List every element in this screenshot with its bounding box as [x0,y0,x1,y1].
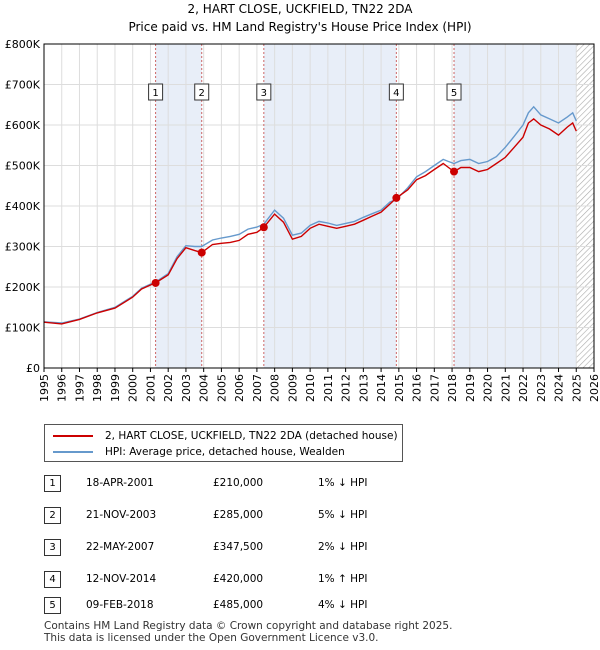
plot-frame [43,43,595,369]
x-tick-label: 2007 [251,374,264,402]
x-tick-label: 2017 [428,374,441,402]
x-tick-label: 2019 [464,374,477,402]
x-tick-label: 2018 [446,374,459,402]
y-tick-label: £200K [5,281,41,294]
legend-label-hpi: HPI: Average price, detached house, Weal… [105,446,345,458]
x-tick-label: 2024 [553,374,566,402]
chart-title: 2, HART CLOSE, UCKFIELD, TN22 2DA [188,2,414,16]
x-tick-label: 2011 [322,374,335,402]
sale-number: 1 [44,475,61,492]
legend-label-property: 2, HART CLOSE, UCKFIELD, TN22 2DA (detac… [105,430,398,442]
series-line-hpi [43,105,577,324]
sale-point [450,167,459,176]
chart-subtitle: Price paid vs. HM Land Registry's House … [128,20,471,34]
x-tick-label: 1996 [56,374,69,402]
x-tick-label: 2008 [269,374,282,402]
x-tick-label: 2015 [393,374,406,402]
sale-marker-label: 2 [199,88,205,99]
y-tick-label: £500K [5,160,41,173]
x-tick-label: 1999 [109,374,122,402]
sale-marker-label: 5 [451,88,457,99]
sale-hpi-diff: 4% ↓ HPI [318,599,368,611]
sale-marker-label: 3 [261,88,267,99]
sale-marker-box [388,83,404,101]
x-tick-label: 2022 [517,374,530,402]
x-tick-label: 2010 [304,374,317,402]
sale-marker-box [256,83,272,101]
y-tick-label: £700K [5,79,41,92]
sale-price: £210,000 [213,477,264,489]
sale-marker-box [194,83,210,101]
x-tick-label: 2000 [127,374,140,402]
y-tick-label: £0 [26,362,40,375]
x-tick-label: 2023 [535,374,548,402]
footer-notice: Contains HM Land Registry data © Crown c… [44,620,452,644]
x-tick-label: 2001 [144,374,157,402]
x-tick-label: 2014 [375,374,388,402]
sale-hpi-diff: 1% ↑ HPI [318,573,368,585]
sale-number: 3 [44,539,61,556]
table-row: 3 22-MAY-2007 £347,500 2% ↓ HPI [0,537,600,557]
x-tick-label: 2005 [215,374,228,402]
sale-point [392,193,401,202]
x-tick-label: 2002 [162,374,175,402]
legend-item-property: 2, HART CLOSE, UCKFIELD, TN22 2DA (detac… [53,428,398,444]
sale-point [197,248,206,257]
y-tick-label: £600K [5,119,41,132]
sale-date: 21-NOV-2003 [86,509,157,521]
sale-price: £285,000 [213,509,264,521]
sale-point [151,278,160,287]
y-tick-label: £400K [5,200,41,213]
sale-hpi-diff: 1% ↓ HPI [318,477,368,489]
y-tick-label: £100K [5,322,41,335]
sale-date: 09-FEB-2018 [86,599,154,611]
x-tick-label: 1998 [91,374,104,402]
sale-price: £485,000 [213,599,264,611]
legend-swatch-property [53,435,93,437]
x-tick-label: 2004 [198,374,211,402]
legend-item-hpi: HPI: Average price, detached house, Weal… [53,444,345,460]
sale-marker-box [446,83,462,101]
table-row: 4 12-NOV-2014 £420,000 1% ↑ HPI [0,569,600,589]
footer-copyright: Contains HM Land Registry data © Crown c… [44,620,453,632]
table-row: 5 09-FEB-2018 £485,000 4% ↓ HPI [0,595,600,615]
sale-number: 5 [44,597,61,614]
footer-licence: This data is licensed under the Open Gov… [44,632,379,644]
sale-number: 4 [44,571,61,588]
x-tick-label: 1995 [38,374,51,402]
y-tick-label: £800K [5,38,41,51]
x-tick-label: 2020 [482,374,495,402]
x-tick-label: 2026 [588,374,600,402]
price-chart: 2, HART CLOSE, UCKFIELD, TN22 2DA Price … [5,2,600,402]
legend-swatch-hpi [53,451,93,453]
x-tick-label: 1997 [73,374,86,402]
series-line-property [43,117,577,325]
x-tick-label: 2021 [499,374,512,402]
sale-point [259,223,268,232]
x-tick-label: 2009 [286,374,299,402]
sale-price: £420,000 [213,573,264,585]
x-tick-label: 2016 [411,374,424,402]
sale-hpi-diff: 5% ↓ HPI [318,509,368,521]
x-tick-label: 2006 [233,374,246,402]
sale-marker-box [148,83,164,101]
table-row: 1 18-APR-2001 £210,000 1% ↓ HPI [0,473,600,493]
sale-date: 12-NOV-2014 [86,573,157,585]
x-tick-label: 2025 [570,374,583,402]
table-row: 2 21-NOV-2003 £285,000 5% ↓ HPI [0,505,600,525]
sale-number: 2 [44,507,61,524]
x-tick-label: 2013 [357,374,370,402]
x-tick-label: 2003 [180,374,193,402]
sale-price: £347,500 [213,541,264,553]
sale-marker-label: 4 [393,88,399,99]
chart-legend: 2, HART CLOSE, UCKFIELD, TN22 2DA (detac… [44,424,403,462]
sale-date: 18-APR-2001 [86,477,154,489]
x-tick-label: 2012 [340,374,353,402]
sale-marker-label: 1 [152,88,158,99]
sale-hpi-diff: 2% ↓ HPI [318,541,368,553]
y-tick-label: £300K [5,241,41,254]
sale-date: 22-MAY-2007 [86,541,155,553]
